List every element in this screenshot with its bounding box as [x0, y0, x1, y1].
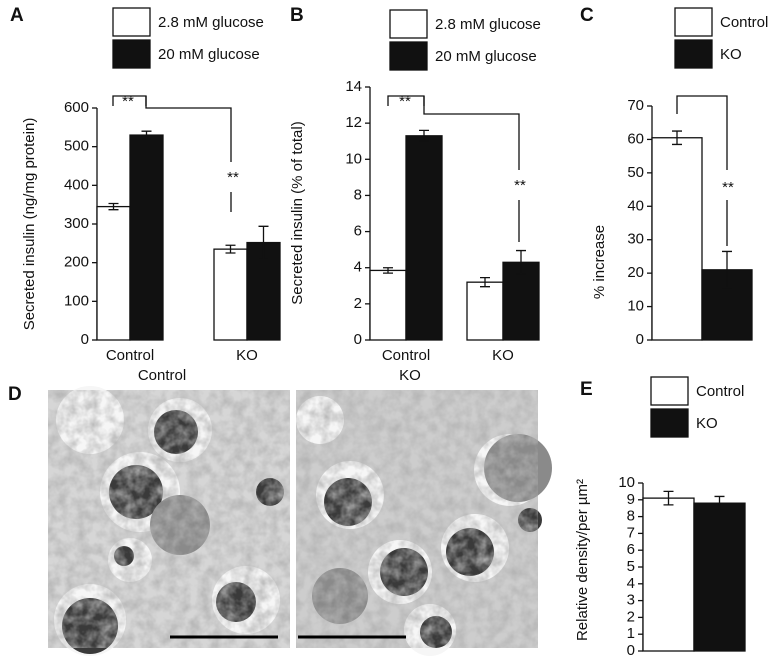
y-axis-label: Relative density/per µm² [574, 479, 591, 641]
legend-swatch [674, 39, 713, 69]
legend-label: Control [720, 14, 768, 31]
panel-letter: B [290, 5, 304, 26]
legend-label: Control [696, 383, 744, 400]
x-tick-label: KO [236, 347, 258, 364]
y-tick-label: 2 [627, 608, 635, 625]
y-tick-label: 0 [627, 642, 635, 659]
y-tick-label: 0 [636, 331, 644, 348]
x-tick-label: KO [492, 347, 514, 364]
error-bar [663, 490, 674, 506]
x-tick-label: Control [382, 347, 430, 364]
brackets [112, 95, 728, 246]
y-tick-label: 6 [627, 541, 635, 558]
legend-swatch [650, 408, 689, 438]
error-bar [480, 277, 490, 288]
y-tick-label: 60 [627, 130, 644, 147]
y-tick-label: 50 [627, 164, 644, 181]
legend-swatch [389, 9, 428, 39]
y-tick-label: 20 [627, 264, 644, 281]
legend-swatch [112, 7, 151, 37]
y-tick-label: 8 [354, 186, 362, 203]
y-tick-label: 10 [345, 150, 362, 167]
y-axis-label: Secreted insulin (% of total) [289, 121, 306, 304]
error-bar [714, 495, 725, 511]
error-bar [225, 244, 236, 254]
annotation: ** [122, 93, 134, 110]
micrograph-texture [48, 390, 290, 648]
y-tick-label: 5 [627, 558, 635, 575]
bar [693, 502, 746, 652]
panel-letter: C [580, 5, 594, 26]
y-tick-label: 10 [618, 474, 635, 491]
bar [405, 135, 443, 341]
legend-label: 2.8 mM glucose [158, 14, 264, 31]
y-tick-label: 300 [64, 215, 89, 232]
error-bar [419, 129, 429, 142]
y-tick-label: 4 [627, 575, 635, 592]
y-tick-label: 6 [354, 223, 362, 240]
y-axis-label: % increase [591, 225, 608, 299]
error-bar [258, 225, 269, 260]
y-tick-label: 30 [627, 231, 644, 248]
y-tick-label: 400 [64, 176, 89, 193]
panel-letter: A [10, 5, 24, 26]
y-tick-label: 200 [64, 254, 89, 271]
bar [642, 497, 695, 652]
y-tick-label: 8 [627, 508, 635, 525]
y-tick-label: 7 [627, 524, 635, 541]
annotation: ** [514, 177, 526, 194]
bar [466, 281, 504, 341]
legend-label: 20 mM glucose [435, 48, 537, 65]
bar [96, 205, 131, 341]
legend-swatch [650, 376, 689, 406]
y-tick-label: 14 [345, 78, 362, 95]
y-tick-label: 0 [354, 331, 362, 348]
annotation: ** [722, 179, 734, 196]
y-axis-label: Secreted insulin (ng/mg protein) [21, 118, 38, 331]
panel-letter: E [580, 379, 593, 400]
bar [651, 137, 703, 341]
y-tick-label: 600 [64, 99, 89, 116]
micrograph-texture [296, 390, 538, 648]
error-bar [516, 249, 526, 275]
y-tick-label: 70 [627, 97, 644, 114]
error-bar [672, 130, 682, 146]
legend-label: 2.8 mM glucose [435, 16, 541, 33]
y-tick-label: 4 [354, 259, 362, 276]
legend-label: KO [720, 46, 742, 63]
annotation: ** [399, 93, 411, 110]
legend-label: 20 mM glucose [158, 46, 260, 63]
micrograph-panel: D Control KO [8, 367, 552, 656]
y-tick-label: 12 [345, 114, 362, 131]
micrograph-title: Control [138, 367, 186, 384]
y-tick-label: 1 [627, 625, 635, 642]
error-bar [722, 250, 732, 289]
y-tick-label: 9 [627, 491, 635, 508]
y-tick-label: 500 [64, 138, 89, 155]
y-tick-label: 3 [627, 592, 635, 609]
y-tick-label: 40 [627, 197, 644, 214]
micrograph-title: KO [399, 367, 421, 384]
bar [129, 134, 164, 341]
y-tick-label: 100 [64, 292, 89, 309]
error-bar [108, 202, 119, 211]
y-tick-label: 0 [81, 331, 89, 348]
legend-swatch [112, 39, 151, 69]
y-tick-label: 2 [354, 295, 362, 312]
error-bar [383, 267, 393, 274]
panel-letter: D [8, 384, 22, 405]
legend-swatch [674, 7, 713, 37]
annotation: ** [227, 169, 239, 186]
bar [369, 269, 407, 341]
error-bar [141, 130, 152, 140]
bar [502, 261, 540, 341]
legend-swatch [389, 41, 428, 71]
y-tick-label: 10 [627, 298, 644, 315]
x-tick-label: Control [106, 347, 154, 364]
bar [213, 248, 248, 341]
legend-label: KO [696, 415, 718, 432]
